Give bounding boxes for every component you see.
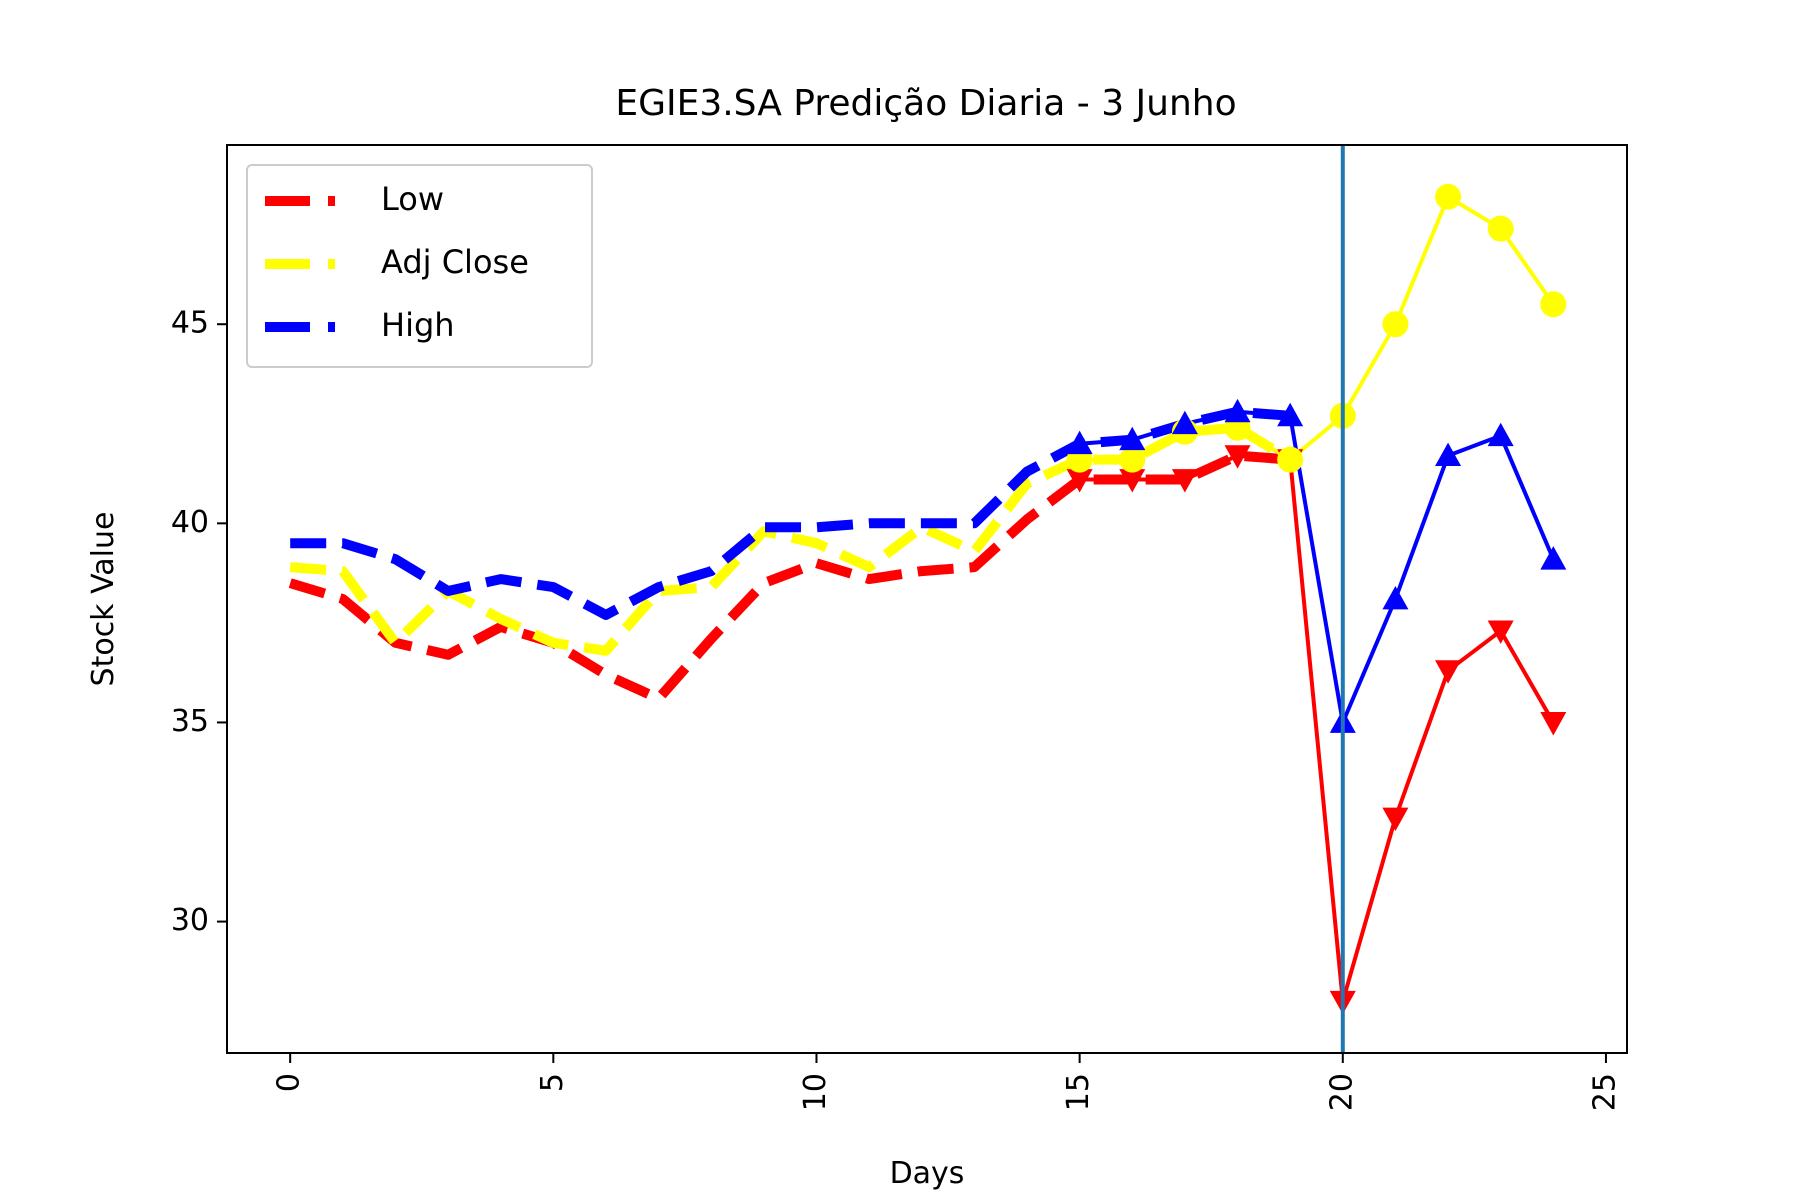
x-tick-label: 15 <box>1061 1073 1096 1111</box>
series-low-point-23 <box>1487 620 1514 644</box>
series-low-point-16 <box>1119 469 1146 493</box>
x-tick-label: 25 <box>1587 1073 1622 1111</box>
series-adj-close-point-21 <box>1382 311 1409 338</box>
plot-area <box>288 145 1567 1053</box>
series-adj-close-point-24 <box>1540 291 1567 318</box>
series-adj-close-predicted-line <box>1079 194 1555 462</box>
series-low-predicted-line <box>1079 453 1556 1004</box>
series-adj-close-point-22 <box>1435 183 1462 210</box>
y-tick-label: 35 <box>171 704 209 739</box>
series-high-point-16 <box>1119 426 1146 451</box>
series-high-point-22 <box>1435 442 1462 467</box>
axes: 0 5 10 15 20 25 30 35 40 45 <box>171 306 1623 1111</box>
x-tick-label: 0 <box>272 1073 307 1092</box>
x-tick-label: 5 <box>535 1073 570 1092</box>
series-high-predicted-line <box>1079 409 1556 725</box>
series-high-point-15 <box>1066 430 1093 455</box>
series-low-point-21 <box>1382 807 1409 832</box>
series-high-point-24 <box>1540 546 1567 570</box>
series-low-point-22 <box>1435 660 1462 684</box>
y-tick-label: 30 <box>171 903 209 938</box>
legend-label-low: Low <box>381 180 444 218</box>
series-low-point-18 <box>1224 445 1251 469</box>
series-adj-close-point-23 <box>1487 215 1514 242</box>
series-high-point-21 <box>1382 586 1409 610</box>
series-high-point-23 <box>1487 422 1514 447</box>
series-high-point-17 <box>1171 410 1198 435</box>
legend-label-adj-close: Adj Close <box>381 243 529 281</box>
x-axis-title: Days <box>890 1156 965 1191</box>
legend-label-high: High <box>381 306 455 344</box>
series-high-point-18 <box>1224 398 1251 423</box>
plot-frame <box>226 144 1628 1054</box>
x-tick-label: 10 <box>798 1073 833 1111</box>
series-adj-close-point-19 <box>1277 446 1304 473</box>
y-tick-label: 40 <box>171 505 209 540</box>
legend-box <box>246 164 593 368</box>
series-low-point-15 <box>1066 469 1093 493</box>
y-axis-title: Stock Value <box>86 512 121 687</box>
legend-entries: Low Adj Close High <box>265 180 529 344</box>
series-adj-close-point-16 <box>1119 446 1146 473</box>
y-tick-label: 45 <box>171 306 209 341</box>
x-tick-label: 20 <box>1324 1073 1359 1111</box>
series-low-point-24 <box>1540 712 1567 736</box>
legend: Low Adj Close High <box>246 164 593 368</box>
chart-title: EGIE3.SA Predição Diaria - 3 Junho <box>615 83 1236 124</box>
series-high-point-19 <box>1277 402 1304 427</box>
series-low-point-17 <box>1171 469 1198 493</box>
